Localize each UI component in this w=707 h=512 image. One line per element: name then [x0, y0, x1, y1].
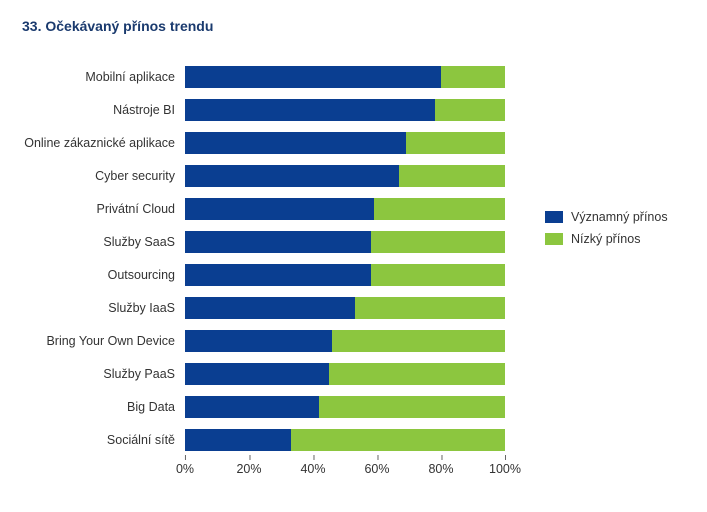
- category-label: Big Data: [22, 400, 185, 414]
- bar-track: [185, 330, 505, 352]
- bar-segment-significant: [185, 429, 291, 451]
- bar-segment-significant: [185, 198, 374, 220]
- x-axis-tick-label: 60%: [364, 462, 389, 476]
- bar-segment-low: [291, 429, 505, 451]
- bar-segment-significant: [185, 132, 406, 154]
- bar-segment-significant: [185, 165, 399, 187]
- bar-segment-significant: [185, 297, 355, 319]
- x-axis-tick-mark: [441, 455, 442, 460]
- x-axis-tick-label: 100%: [489, 462, 521, 476]
- legend-swatch: [545, 233, 563, 245]
- x-axis-tick-label: 20%: [236, 462, 261, 476]
- bar-segment-significant: [185, 363, 329, 385]
- x-axis-tick-label: 40%: [300, 462, 325, 476]
- x-axis-tick: 40%: [300, 462, 325, 476]
- category-label: Služby SaaS: [22, 235, 185, 249]
- x-axis-tick-label: 0%: [176, 462, 194, 476]
- chart-row: Online zákaznické aplikace: [22, 126, 505, 159]
- chart-row: Služby IaaS: [22, 291, 505, 324]
- chart-legend: Významný přínos Nízký přínos: [545, 210, 668, 254]
- bar-segment-significant: [185, 396, 319, 418]
- x-axis-tick-mark: [313, 455, 314, 460]
- chart-row: Privátní Cloud: [22, 192, 505, 225]
- x-axis-tick-label: 80%: [428, 462, 453, 476]
- bar-segment-low: [332, 330, 505, 352]
- legend-swatch: [545, 211, 563, 223]
- bar-track: [185, 297, 505, 319]
- bar-segment-low: [371, 264, 505, 286]
- bar-segment-low: [355, 297, 505, 319]
- bar-segment-low: [319, 396, 505, 418]
- bar-segment-significant: [185, 99, 435, 121]
- category-label: Služby PaaS: [22, 367, 185, 381]
- chart-row: Big Data: [22, 390, 505, 423]
- bar-track: [185, 231, 505, 253]
- chart-row: Outsourcing: [22, 258, 505, 291]
- bar-segment-low: [399, 165, 505, 187]
- chart-row: Služby PaaS: [22, 357, 505, 390]
- category-label: Outsourcing: [22, 268, 185, 282]
- bar-track: [185, 66, 505, 88]
- chart-row: Mobilní aplikace: [22, 60, 505, 93]
- x-axis-tick: 20%: [236, 462, 261, 476]
- bar-track: [185, 99, 505, 121]
- bar-segment-significant: [185, 330, 332, 352]
- bar-track: [185, 165, 505, 187]
- chart-row: Nástroje BI: [22, 93, 505, 126]
- chart-plot: Mobilní aplikace Nástroje BI Online zákazn…: [22, 60, 505, 490]
- chart-row: Služby SaaS: [22, 225, 505, 258]
- category-label: Cyber security: [22, 169, 185, 183]
- bar-track: [185, 264, 505, 286]
- bar-segment-low: [441, 66, 505, 88]
- chart-rows: Mobilní aplikace Nástroje BI Online zákazn…: [22, 60, 505, 456]
- category-label: Služby IaaS: [22, 301, 185, 315]
- bar-segment-significant: [185, 231, 371, 253]
- x-axis-tick-mark: [249, 455, 250, 460]
- chart-row: Bring Your Own Device: [22, 324, 505, 357]
- category-label: Sociální sítě: [22, 433, 185, 447]
- bar-segment-low: [371, 231, 505, 253]
- legend-item: Významný přínos: [545, 210, 668, 224]
- bar-track: [185, 198, 505, 220]
- chart-row: Cyber security: [22, 159, 505, 192]
- bar-segment-low: [329, 363, 505, 385]
- x-axis-tick-mark: [377, 455, 378, 460]
- bar-segment-low: [406, 132, 505, 154]
- chart-area: Mobilní aplikace Nástroje BI Online zákazn…: [22, 60, 685, 490]
- chart-row: Sociální sítě: [22, 423, 505, 456]
- chart-title: 33. Očekávaný přínos trendu: [22, 18, 685, 34]
- bar-track: [185, 429, 505, 451]
- bar-segment-low: [435, 99, 505, 121]
- category-label: Mobilní aplikace: [22, 70, 185, 84]
- bar-track: [185, 363, 505, 385]
- legend-label: Významný přínos: [571, 210, 668, 224]
- category-label: Bring Your Own Device: [22, 334, 185, 348]
- x-axis: 0%20%40%60%80%100%: [185, 462, 505, 490]
- x-axis-tick: 100%: [489, 462, 521, 476]
- bar-segment-significant: [185, 264, 371, 286]
- category-label: Nástroje BI: [22, 103, 185, 117]
- x-axis-tick-mark: [185, 455, 186, 460]
- x-axis-tick: 0%: [176, 462, 194, 476]
- category-label: Online zákaznické aplikace: [22, 136, 185, 150]
- legend-item: Nízký přínos: [545, 232, 668, 246]
- bar-segment-low: [374, 198, 505, 220]
- x-axis-tick: 80%: [428, 462, 453, 476]
- x-axis-tick-mark: [505, 455, 506, 460]
- bar-track: [185, 396, 505, 418]
- bar-track: [185, 132, 505, 154]
- bar-segment-significant: [185, 66, 441, 88]
- x-axis-tick: 60%: [364, 462, 389, 476]
- legend-label: Nízký přínos: [571, 232, 640, 246]
- category-label: Privátní Cloud: [22, 202, 185, 216]
